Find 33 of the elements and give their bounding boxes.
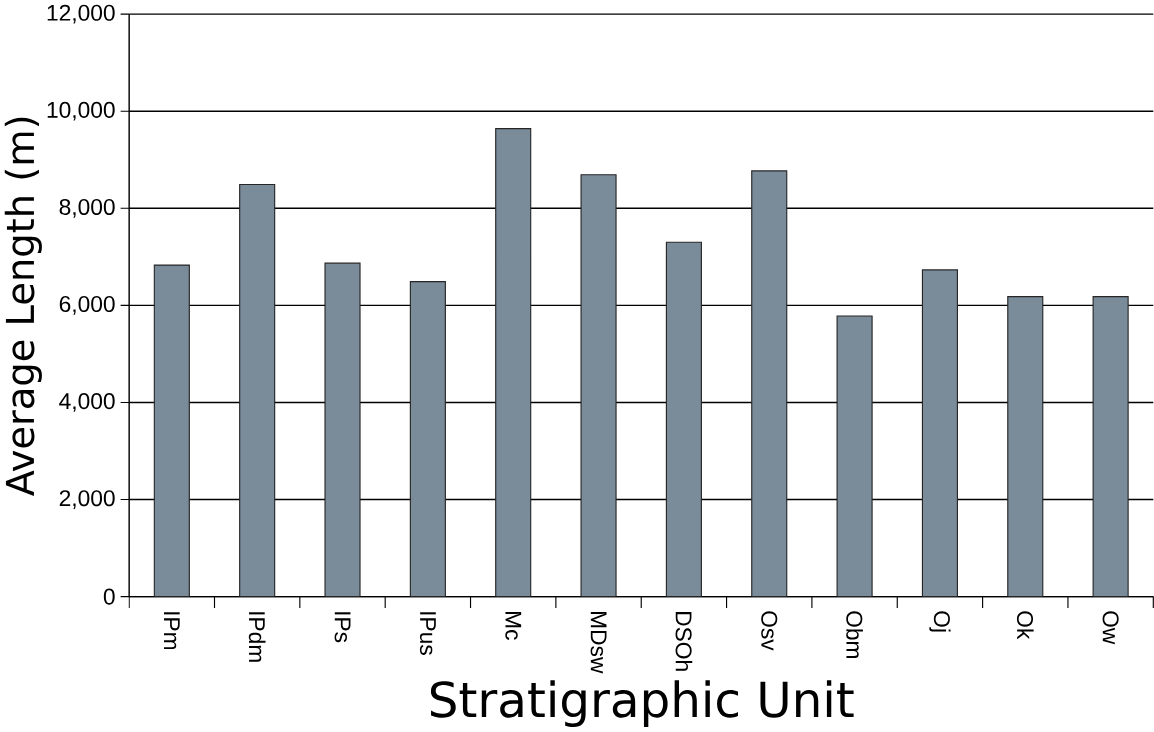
bar <box>836 315 873 597</box>
bar <box>1007 296 1044 597</box>
bar <box>409 281 446 597</box>
bar <box>1092 296 1129 597</box>
x-tick-label: IPus <box>419 612 436 655</box>
bar <box>751 170 788 597</box>
bar <box>665 241 702 597</box>
bar <box>495 128 532 597</box>
y-tick-label: 0 <box>103 588 115 605</box>
x-axis-title: Stratigraphic Unit <box>430 680 854 728</box>
x-tick-label: DSOh <box>675 612 693 671</box>
x-tick-label: Ok <box>1016 611 1034 640</box>
y-tick-label: 10,000 <box>47 101 115 121</box>
x-tick-label: Oj <box>929 611 951 632</box>
x-tick-label: Obm <box>846 611 863 659</box>
bar <box>580 174 617 597</box>
x-tick-label: IPdm <box>248 612 266 662</box>
x-tick-label: Ow <box>1102 611 1119 645</box>
x-tick-label: IPm <box>164 612 180 650</box>
bar <box>324 262 361 597</box>
y-tick-label: 2,000 <box>59 490 115 509</box>
bar <box>921 269 958 597</box>
x-tick-label: Mc <box>505 612 522 640</box>
bar <box>153 264 190 597</box>
y-tick-label: 6,000 <box>59 296 115 315</box>
y-tick-label: 4,000 <box>59 393 115 412</box>
y-tick-label: 12,000 <box>47 4 115 24</box>
y-axis-title: Average Length (m) <box>4 117 42 497</box>
y-tick-label: 8,000 <box>59 198 115 218</box>
x-tick-label: Osv <box>761 611 778 651</box>
bar <box>239 184 276 597</box>
x-tick-label: IPs <box>334 612 351 643</box>
x-tick-label: MDsw <box>590 612 607 674</box>
